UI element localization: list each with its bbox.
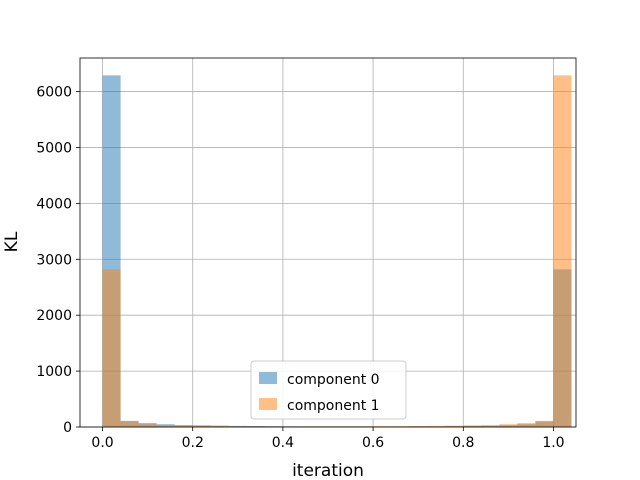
y-tick-label: 1000: [36, 364, 72, 380]
histogram-bar: [481, 425, 500, 427]
legend-label: component 0: [287, 372, 380, 388]
y-tick-label: 5000: [36, 140, 72, 156]
histogram-bar: [391, 426, 410, 427]
legend-label: component 1: [287, 398, 380, 414]
y-tick-label: 0: [63, 420, 72, 436]
histogram-bar: [120, 421, 139, 427]
y-tick-label: 4000: [36, 196, 72, 212]
grid: [80, 58, 576, 428]
x-tick-label: 0.2: [182, 435, 204, 451]
histogram-bar: [192, 425, 211, 427]
y-tick-label: 2000: [36, 308, 72, 324]
histogram-bar: [174, 425, 193, 427]
legend-swatch: [259, 372, 277, 384]
histogram-bar: [535, 420, 554, 427]
y-tick-label: 3000: [36, 252, 72, 268]
histogram-bar: [102, 269, 121, 427]
y-tick-label: 6000: [36, 85, 72, 101]
legend-swatch: [259, 398, 277, 410]
histogram-bar: [427, 425, 446, 427]
y-axis-title: KL: [2, 231, 22, 252]
ticks: 0.0 0.2 0.4 0.6 0.8 1.0 0 1000 2000 3000 4000 5000 6…: [36, 85, 564, 451]
x-tick-label: 0.8: [452, 435, 474, 451]
x-tick-label: 1.0: [542, 435, 564, 451]
series-1-bars: [102, 75, 572, 427]
histogram-bar: [463, 425, 482, 427]
histogram-bar: [409, 425, 428, 427]
legend: component 0 component 1: [250, 360, 407, 420]
histogram-bar: [156, 425, 175, 427]
plot-frame: [79, 57, 577, 428]
x-tick-label: 0.0: [91, 435, 113, 451]
histogram-bar: [553, 75, 572, 427]
histogram-bar: [210, 426, 229, 427]
x-axis-title: iteration: [292, 461, 364, 480]
histogram-bar: [517, 423, 536, 427]
legend-box: [250, 360, 407, 420]
histogram-bar: [445, 425, 464, 427]
x-tick-label: 0.4: [272, 435, 294, 451]
histogram-bar: [499, 424, 518, 427]
x-tick-label: 0.6: [362, 435, 384, 451]
histogram-bar: [138, 424, 157, 427]
